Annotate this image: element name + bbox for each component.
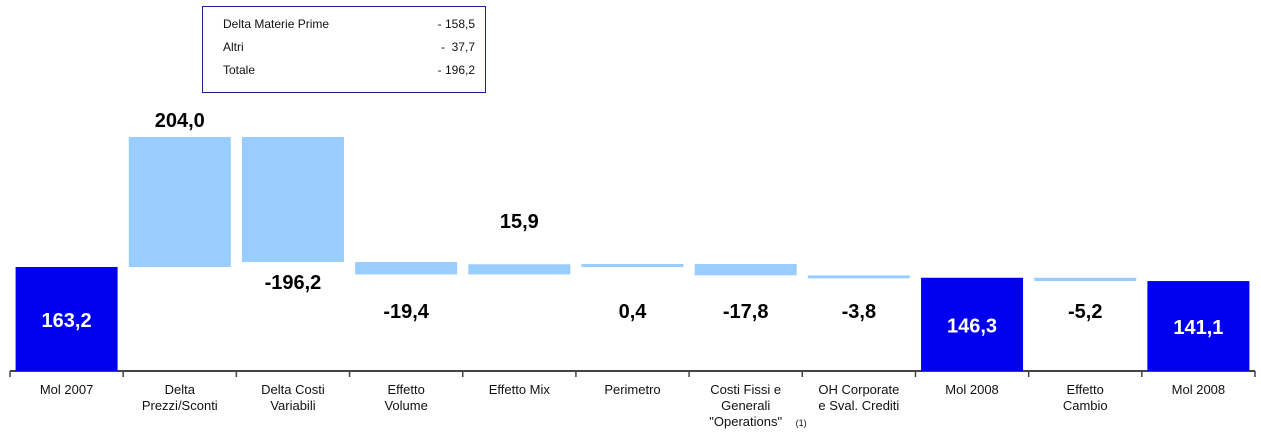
x-tick-label-line: Mol 2007: [40, 382, 93, 397]
data-label: 15,9: [500, 211, 539, 233]
footnote-marker: (1): [796, 418, 807, 428]
x-tick-label-line: "Operations": [709, 414, 782, 429]
x-tick-label-line: Delta: [165, 382, 196, 397]
data-label: -196,2: [265, 272, 322, 294]
x-tick-label-line: Cambio: [1063, 398, 1108, 413]
waterfall-bar: [1034, 277, 1137, 282]
x-tick-label-line: Volume: [384, 398, 427, 413]
data-label: 146,3: [947, 315, 997, 337]
x-tick-label-line: Perimetro: [604, 382, 660, 397]
breakdown-row-value: - 196,2: [437, 63, 475, 77]
waterfall-bar: [807, 275, 910, 279]
x-tick-label: OH Corporate e Sval. Crediti: [818, 382, 899, 413]
x-tick-label-line: e Sval. Crediti: [818, 398, 899, 413]
materie-prime-breakdown-box: Delta Materie Prime - 158,5 Altri - 37,7…: [202, 6, 486, 93]
x-tick-label: Mol 2008: [945, 382, 998, 397]
waterfall-bar: [15, 266, 118, 371]
breakdown-row-label: Altri: [223, 40, 244, 54]
waterfall-bar: [1147, 281, 1250, 371]
data-label: -5,2: [1068, 301, 1102, 323]
waterfall-bar: [921, 277, 1024, 371]
data-label: 141,1: [1173, 317, 1223, 339]
data-label: 0,4: [619, 301, 648, 323]
data-label: 204,0: [155, 110, 205, 132]
breakdown-row-value: - 158,5: [437, 17, 475, 31]
x-tick-label-line: Effetto: [1067, 382, 1104, 397]
x-tick-label-line: Effetto: [387, 382, 424, 397]
x-tick-label: Effetto Volume: [384, 382, 427, 413]
data-label: -19,4: [383, 301, 429, 323]
x-tick-label: Delta Costi Variabili: [261, 382, 325, 413]
x-tick-label-line: Effetto Mix: [489, 382, 551, 397]
x-tick-label-line: Variabili: [270, 398, 315, 413]
x-tick-label: Effetto Cambio: [1063, 382, 1108, 413]
data-label: -3,8: [842, 301, 876, 323]
x-tick-label-line: Delta Costi: [261, 382, 325, 397]
x-tick-label-line: Prezzi/Sconti: [142, 398, 218, 413]
x-tick-label: Costi Fissi e Generali "Operations": [709, 382, 782, 429]
breakdown-row: Altri - 37,7: [223, 40, 475, 58]
x-tick-label: Delta Prezzi/Sconti: [142, 382, 218, 413]
x-tick-label: Effetto Mix: [489, 382, 551, 397]
breakdown-row: Totale - 196,2: [223, 63, 475, 81]
breakdown-row-label: Delta Materie Prime: [223, 17, 330, 31]
breakdown-row: Delta Materie Prime - 158,5: [223, 17, 475, 35]
x-tick-label-line: OH Corporate: [818, 382, 899, 397]
data-label: 163,2: [42, 310, 92, 332]
waterfall-bar: [581, 263, 684, 267]
x-tick-label-line: Costi Fissi e: [710, 382, 781, 397]
x-tick-label: Perimetro: [604, 382, 660, 397]
waterfall-bar: [694, 263, 797, 276]
x-tick-label-line: Mol 2008: [945, 382, 998, 397]
data-label: -17,8: [723, 301, 769, 323]
breakdown-row-value: - 37,7: [440, 40, 475, 54]
x-tick-label: Mol 2007: [40, 382, 93, 397]
waterfall-bar: [468, 264, 571, 275]
waterfall-bar: [355, 262, 458, 275]
x-tick-label-line: Generali: [721, 398, 770, 413]
breakdown-row-label: Totale: [223, 63, 256, 77]
x-tick-label: Mol 2008: [1172, 382, 1225, 397]
waterfall-bar: [241, 136, 344, 263]
waterfall-bar: [128, 136, 231, 267]
x-tick-label-line: Mol 2008: [1172, 382, 1225, 397]
